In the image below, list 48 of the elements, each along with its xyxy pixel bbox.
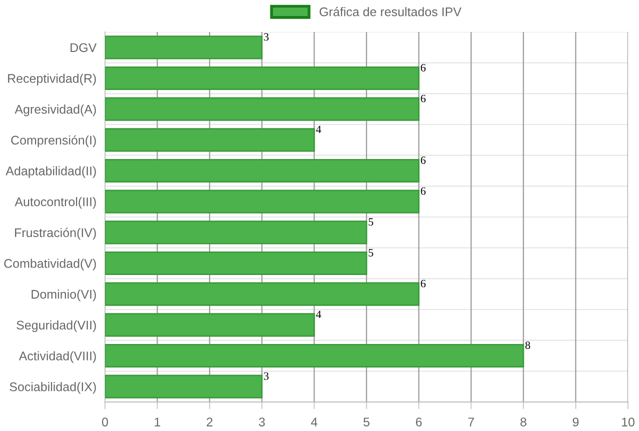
bar: [105, 128, 315, 152]
data-label: 6: [420, 187, 426, 195]
data-label: 3: [264, 372, 269, 380]
y-tick-label: Agresividad(A): [14, 104, 96, 116]
data-label: 4: [316, 126, 322, 134]
data-label: 6: [420, 156, 426, 164]
data-label: 6: [420, 64, 426, 72]
data-label: 3: [264, 33, 269, 41]
y-tick-label: Dominio(VI): [32, 290, 96, 302]
bar: [105, 282, 420, 306]
data-label: 6: [420, 94, 426, 102]
bar: [105, 97, 420, 121]
y-tick-label: Receptividad(R): [8, 74, 96, 86]
y-tick-label: Combatividad(V): [4, 258, 96, 270]
data-label: 5: [368, 249, 374, 256]
data-label: 8: [525, 341, 530, 349]
x-tick-label: 9: [572, 418, 579, 426]
x-tick-label: 5: [364, 418, 370, 426]
data-label: 5: [368, 218, 374, 226]
bar: [105, 220, 368, 244]
x-tick-label: 4: [311, 418, 318, 426]
legend-label: Gráfica de resultados IPV: [320, 6, 462, 16]
x-tick-label: 1: [154, 418, 160, 426]
y-tick-label: Actividad(VIII): [18, 351, 96, 363]
bar: [105, 374, 263, 398]
y-tick-label: Adaptabilidad(II): [6, 166, 96, 178]
y-tick-label: DGV: [70, 43, 97, 52]
y-tick-label: Comprensión(I): [11, 135, 96, 148]
bar: [105, 251, 368, 276]
bar: [105, 158, 420, 183]
x-tick-label: 0: [102, 418, 108, 426]
data-label: 6: [420, 280, 426, 288]
bar: [105, 344, 524, 368]
x-tick-label: 3: [258, 418, 265, 426]
x-tick-label: 2: [206, 418, 212, 426]
bar: [105, 313, 315, 337]
x-tick-label: 10: [622, 418, 634, 426]
y-tick-label: Autocontrol(III): [14, 197, 96, 209]
y-tick-label: Frustración(IV): [15, 228, 96, 240]
x-tick-label: 7: [468, 418, 474, 426]
x-tick-label: 8: [520, 418, 526, 426]
bar: [105, 36, 263, 60]
x-tick-label: 6: [416, 418, 422, 426]
y-tick-label: Sociabilidad(IX): [10, 382, 96, 394]
y-tick-label: Seguridad(VII): [16, 320, 96, 332]
bar: [105, 66, 420, 90]
data-label: 4: [316, 310, 322, 318]
bar: [105, 190, 420, 214]
